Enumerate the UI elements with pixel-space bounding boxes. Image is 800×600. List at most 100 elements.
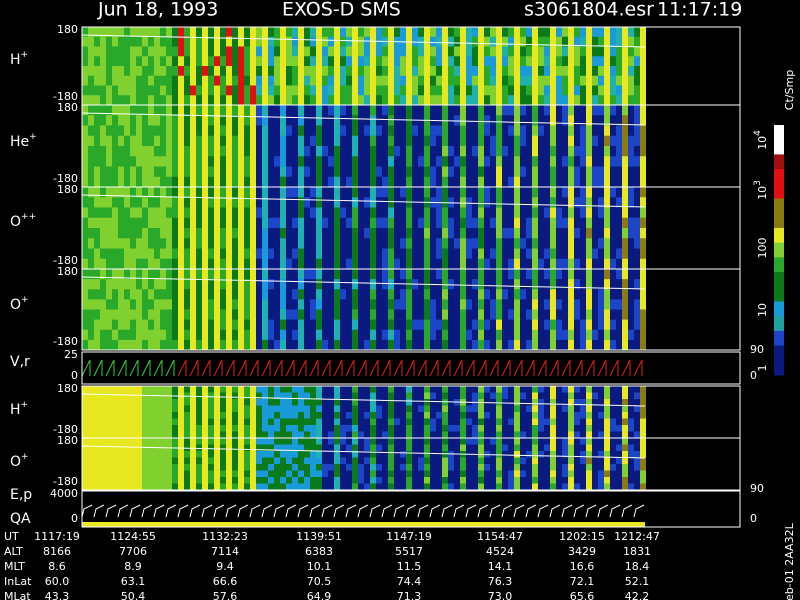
spectrogram-cell [508, 217, 514, 229]
spectrogram-cell [118, 269, 124, 280]
spectrogram-cell [220, 27, 226, 38]
spectrogram-cell [628, 309, 634, 321]
spectrogram-cell [586, 464, 592, 471]
spectrogram-cell [262, 309, 268, 321]
spectrogram-cell [388, 289, 394, 300]
spectrogram-cell [358, 27, 364, 38]
spectrogram-cell [568, 207, 574, 219]
spectrogram-cell [598, 412, 604, 419]
spectrogram-cell [154, 166, 160, 178]
spectrogram-cell [364, 425, 370, 432]
spectrogram-cell [124, 36, 130, 47]
spectrogram-cell [340, 483, 346, 491]
spectrogram-cell [274, 125, 280, 137]
spectrogram-cell [418, 146, 424, 157]
spectrogram-cell [568, 197, 574, 208]
spectrogram-cell [442, 386, 448, 393]
spectrogram-cell [472, 115, 478, 126]
spectrogram-cell [436, 156, 442, 167]
spectrogram-cell [514, 392, 520, 400]
spectrogram-cell [562, 27, 568, 38]
spectrogram-cell [418, 339, 424, 351]
spectrogram-cell [208, 248, 214, 260]
spectrogram-cell [364, 309, 370, 321]
spectrogram-cell [148, 289, 154, 300]
spectrogram-cell [148, 217, 154, 229]
spectrogram-cell [556, 66, 562, 77]
spectrogram-cell [502, 125, 508, 137]
spectrogram-cell [388, 329, 394, 341]
spectrogram-cell [406, 289, 412, 300]
spectrogram-cell [472, 146, 478, 157]
spectrogram-cell [88, 339, 94, 351]
spectrogram-cell [544, 125, 550, 137]
spectrogram-cell [250, 444, 256, 452]
spectrogram-cell [124, 329, 130, 341]
spectrogram-cell [508, 187, 514, 198]
spectrogram-cell [100, 46, 106, 57]
spectrogram-cell [424, 238, 430, 249]
spectrogram-cell [538, 176, 544, 188]
spectrogram-cell [436, 399, 442, 406]
spectrogram-cell [322, 464, 328, 471]
spectrogram-cell [424, 248, 430, 260]
spectrogram-cell [544, 85, 550, 96]
spectrogram-cell [538, 36, 544, 47]
spectrogram-cell [340, 46, 346, 57]
spectrogram-cell [364, 412, 370, 419]
spectrogram-cell [364, 386, 370, 393]
spectrogram-cell [460, 412, 466, 419]
spectrogram-cell [298, 248, 304, 260]
date: Jun 18, 1993 [97, 0, 218, 21]
spectrogram-cell [184, 477, 190, 484]
spectrogram-cell [148, 115, 154, 126]
spectrogram-cell [112, 405, 118, 413]
spectrogram-cell [232, 386, 238, 393]
spectrogram-cell [616, 299, 622, 310]
spectrogram-cell [502, 217, 508, 229]
spectrogram-cell [484, 176, 490, 188]
spectrogram-cell [610, 457, 616, 465]
spectrogram-cell [316, 339, 322, 351]
spectrogram-cell [448, 319, 454, 331]
spectrogram-cell [556, 187, 562, 198]
spectrogram-cell [256, 27, 262, 38]
spectrogram-cell [154, 329, 160, 341]
spectrogram-cell [106, 238, 112, 249]
spectrogram-cell [238, 412, 244, 419]
spectrogram-cell [532, 464, 538, 471]
spectrogram-cell [508, 207, 514, 219]
spectrogram-cell [304, 425, 310, 432]
spectrogram-cell [232, 477, 238, 484]
spectrogram-cell [106, 451, 112, 458]
spectrogram-cell [118, 66, 124, 77]
spectrogram-cell [292, 146, 298, 157]
spectrogram-cell [370, 135, 376, 147]
spectrogram-cell [460, 56, 466, 67]
spectrogram-cell [82, 85, 88, 96]
spectrogram-cell [220, 115, 226, 126]
spectrogram-cell [388, 27, 394, 38]
spectrogram-cell [214, 279, 220, 290]
spectrogram-cell [280, 207, 286, 219]
table-cell: 74.4 [397, 575, 422, 588]
spectrogram-cell [628, 115, 634, 126]
spectrogram-cell [568, 46, 574, 57]
spectrogram-cell [106, 197, 112, 208]
spectrogram-cell [562, 197, 568, 208]
spectrogram-cell [520, 125, 526, 137]
spectrogram-cell [214, 36, 220, 47]
spectrogram-cell [184, 166, 190, 178]
spectrogram-cell [100, 399, 106, 406]
spectrogram-cell [178, 115, 184, 126]
spectrogram-cell [118, 135, 124, 147]
spectrogram-cell [316, 75, 322, 86]
spectrogram-cell [406, 156, 412, 167]
spectrogram-cell [202, 46, 208, 57]
spectrogram-cell [370, 95, 376, 106]
spectrogram-cell [142, 457, 148, 465]
spectrogram-cell [436, 483, 442, 491]
spectrogram-cell [112, 329, 118, 341]
spectrogram-cell [184, 135, 190, 147]
spectrogram-cell [232, 176, 238, 188]
